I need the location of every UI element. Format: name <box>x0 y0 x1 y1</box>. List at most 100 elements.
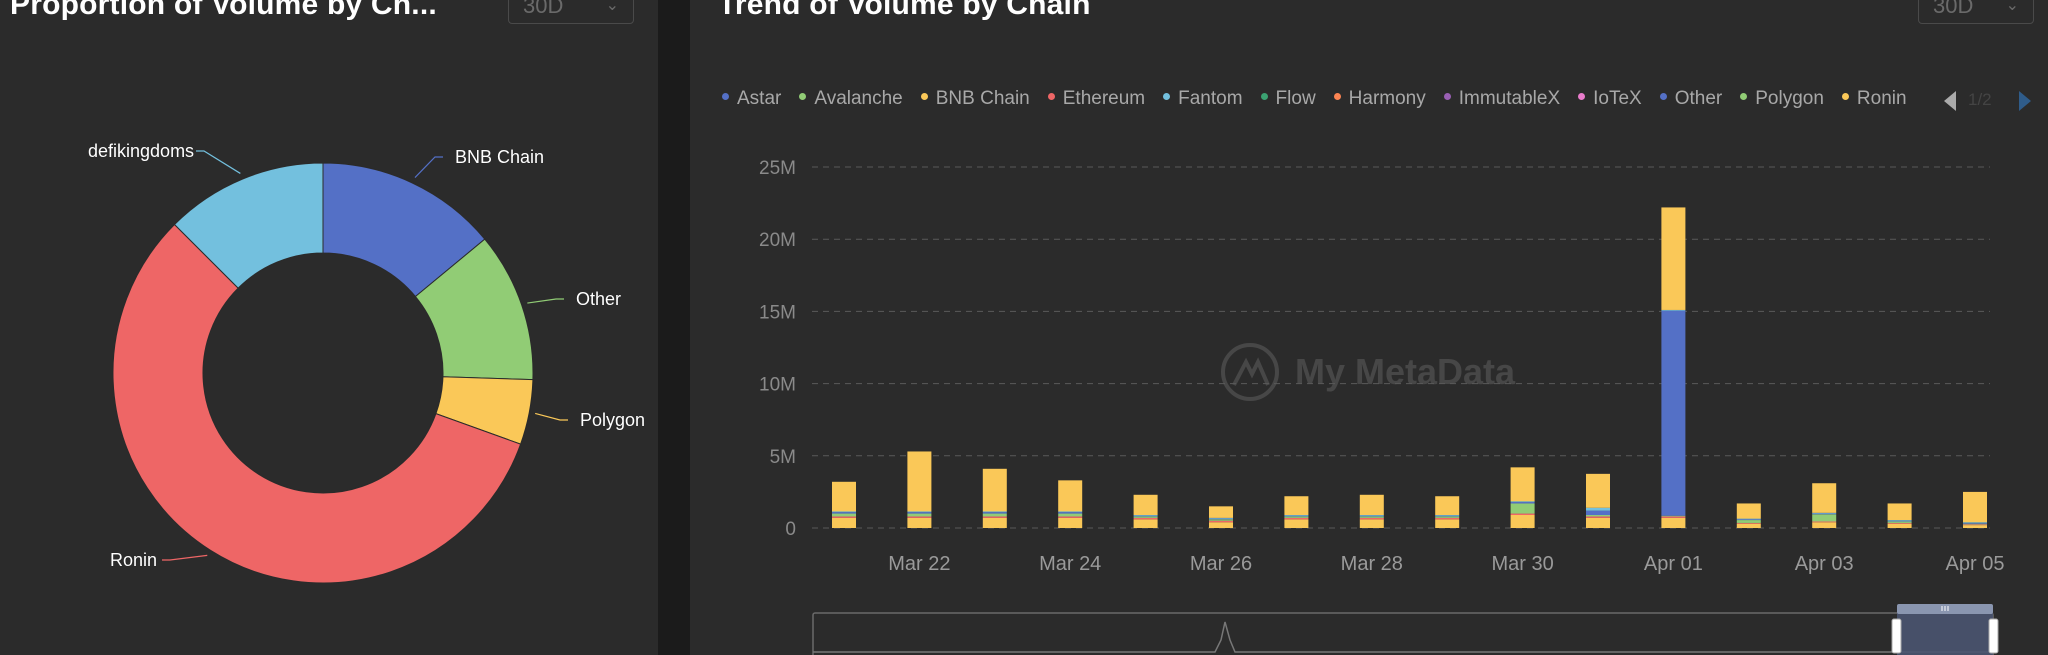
bar-segment[interactable] <box>1133 519 1158 528</box>
bar-segment[interactable] <box>1963 523 1987 525</box>
bar-segment[interactable] <box>1812 512 1837 514</box>
bar-segment[interactable] <box>1510 467 1535 502</box>
legend-item[interactable]: IoTeX <box>1578 88 1642 110</box>
bar-segment[interactable] <box>1133 516 1158 518</box>
bar-segment[interactable] <box>1812 521 1837 523</box>
bar-segment[interactable] <box>907 512 932 514</box>
bar-segment[interactable] <box>907 511 932 513</box>
bar-segment[interactable] <box>1887 521 1912 523</box>
legend-item[interactable]: Astar <box>722 88 781 110</box>
bar-segment[interactable] <box>1510 501 1535 503</box>
legend-item[interactable]: Ethereum <box>1047 88 1145 110</box>
bar-segment[interactable] <box>1133 517 1158 520</box>
bar-segment[interactable] <box>982 512 1007 514</box>
bar-segment[interactable] <box>1435 516 1460 518</box>
bar-segment[interactable] <box>1284 519 1309 528</box>
bar-segment[interactable] <box>1284 515 1309 516</box>
bar-segment[interactable] <box>1359 519 1384 528</box>
bar-segment[interactable] <box>1963 491 1987 523</box>
legend-item[interactable]: Fantom <box>1163 88 1243 110</box>
bar-segment[interactable] <box>1284 517 1309 520</box>
pie-slice[interactable] <box>112 223 522 584</box>
bar-segment[interactable] <box>1133 494 1158 516</box>
bar-segment[interactable] <box>1586 507 1610 511</box>
bar-segment[interactable] <box>1812 513 1837 515</box>
legend-item[interactable]: Ronin <box>1841 88 1907 110</box>
bar-segment[interactable] <box>1661 310 1686 516</box>
bar-segment[interactable] <box>907 516 932 518</box>
bar-segment[interactable] <box>1736 518 1761 520</box>
bar-segment[interactable] <box>907 451 932 512</box>
bar-segment[interactable] <box>907 517 932 528</box>
pie-slice[interactable] <box>173 162 324 289</box>
bar-segment[interactable] <box>832 517 856 528</box>
bar-segment[interactable] <box>1586 515 1610 517</box>
bar-segment[interactable] <box>1963 522 1987 524</box>
bar-segment[interactable] <box>1359 516 1384 518</box>
bar-segment[interactable] <box>1133 515 1158 517</box>
legend-next-icon[interactable] <box>2015 88 2035 114</box>
bar-segment[interactable] <box>1887 522 1912 524</box>
bar-segment[interactable] <box>1209 520 1233 523</box>
bar-segment[interactable] <box>1435 515 1460 517</box>
bar-segment[interactable] <box>1736 519 1761 521</box>
bar-segment[interactable] <box>1058 513 1083 517</box>
bar-segment[interactable] <box>1887 520 1912 521</box>
bar-segment[interactable] <box>1284 515 1309 517</box>
bar-segment[interactable] <box>982 511 1007 513</box>
bar-segment[interactable] <box>1736 523 1761 528</box>
bar-segment[interactable] <box>1661 309 1686 311</box>
bar-segment[interactable] <box>832 513 856 517</box>
legend-item[interactable]: BNB Chain <box>920 88 1030 110</box>
zoom-right-handle[interactable] <box>1988 618 1999 654</box>
bar-segment[interactable] <box>1586 510 1610 516</box>
bar-segment[interactable] <box>1887 503 1912 521</box>
zoom-window[interactable] <box>1897 613 1993 655</box>
bar-segment[interactable] <box>1812 514 1837 522</box>
bar-segment[interactable] <box>1510 513 1535 516</box>
proportion-range-select[interactable]: 30D ⌄ <box>508 0 634 24</box>
bar-segment[interactable] <box>982 513 1007 517</box>
bar-segment[interactable] <box>1058 480 1083 512</box>
data-zoom-slider[interactable] <box>812 604 1999 655</box>
bar-segment[interactable] <box>1284 516 1309 518</box>
bar-segment[interactable] <box>1133 515 1158 516</box>
bar-segment[interactable] <box>1812 483 1837 513</box>
bar-segment[interactable] <box>1510 503 1535 514</box>
legend-item[interactable]: Flow <box>1260 88 1316 110</box>
bar-segment[interactable] <box>1963 522 1987 523</box>
bar-segment[interactable] <box>982 517 1007 528</box>
bar-segment[interactable] <box>832 481 856 512</box>
bar-segment[interactable] <box>1736 503 1761 519</box>
bar-segment[interactable] <box>1435 515 1460 516</box>
bar-segment[interactable] <box>982 468 1007 512</box>
bar-segment[interactable] <box>832 511 856 513</box>
bar-segment[interactable] <box>1661 515 1686 517</box>
bar-segment[interactable] <box>1058 517 1083 528</box>
bar-segment[interactable] <box>1209 519 1233 521</box>
bar-segment[interactable] <box>1661 517 1686 528</box>
bar-segment[interactable] <box>1887 520 1912 522</box>
legend-item[interactable]: Avalanche <box>799 88 903 110</box>
bar-segment[interactable] <box>1209 518 1233 520</box>
bar-segment[interactable] <box>907 513 932 517</box>
bar-segment[interactable] <box>1058 516 1083 518</box>
bar-segment[interactable] <box>1661 516 1686 518</box>
legend-prev-icon[interactable] <box>1940 88 1960 114</box>
bar-segment[interactable] <box>1359 517 1384 520</box>
bar-segment[interactable] <box>982 516 1007 518</box>
bar-segment[interactable] <box>1209 522 1233 528</box>
bar-segment[interactable] <box>1586 473 1610 508</box>
bar-segment[interactable] <box>1510 502 1535 504</box>
bar-segment[interactable] <box>1359 515 1384 516</box>
legend-item[interactable]: ImmutableX <box>1443 88 1560 110</box>
bar-segment[interactable] <box>1435 517 1460 520</box>
bar-segment[interactable] <box>1510 515 1535 528</box>
bar-segment[interactable] <box>1586 517 1610 528</box>
bar-segment[interactable] <box>1736 520 1761 523</box>
bar-segment[interactable] <box>1058 512 1083 514</box>
zoom-left-handle[interactable] <box>1891 618 1902 654</box>
bar-segment[interactable] <box>1812 522 1837 528</box>
bar-segment[interactable] <box>1586 516 1610 518</box>
trend-range-select[interactable]: 30D ⌄ <box>1918 0 2034 24</box>
